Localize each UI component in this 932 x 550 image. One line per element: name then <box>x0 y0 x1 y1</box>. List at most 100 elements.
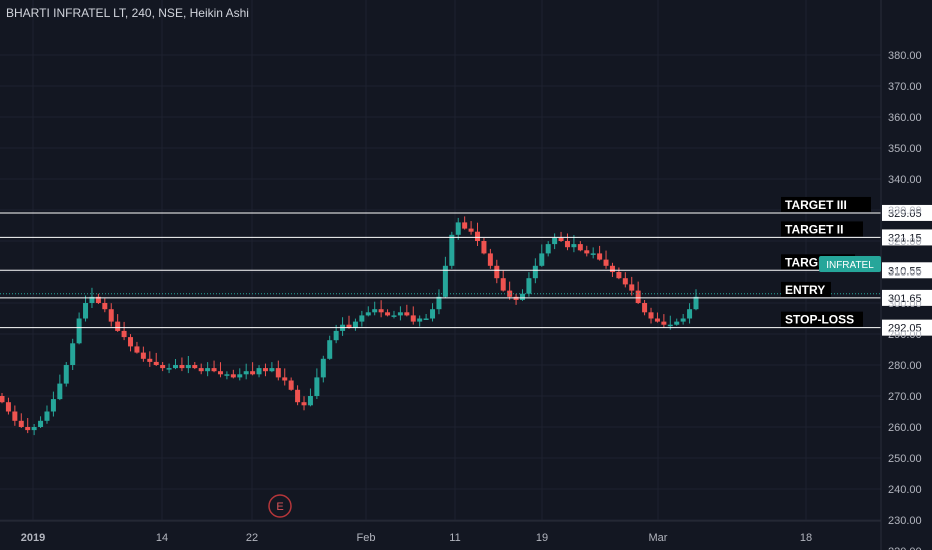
candle-body <box>475 231 481 241</box>
candle-body <box>352 321 358 328</box>
candle-body <box>430 309 436 319</box>
candle-body <box>397 312 403 316</box>
candle-body <box>687 309 693 319</box>
price-tick-label: 350.00 <box>888 143 922 155</box>
time-tick-label: 18 <box>800 532 812 544</box>
candle-body <box>307 396 313 406</box>
candle-body <box>404 312 410 316</box>
price-tick-label: 320.00 <box>888 236 922 248</box>
candle-body <box>629 284 635 291</box>
candle-body <box>250 371 256 375</box>
time-tick-label: Feb <box>357 532 376 544</box>
candle-body <box>417 318 423 322</box>
candle-body <box>153 361 159 365</box>
candle-body <box>301 402 307 406</box>
candle-body <box>83 303 89 319</box>
candle-body <box>520 293 525 300</box>
candle-body <box>18 420 24 427</box>
candle-body <box>468 228 474 232</box>
grid-lines <box>0 0 881 521</box>
candle-body <box>275 368 281 378</box>
candle-body <box>507 290 513 297</box>
candle-body <box>205 368 211 372</box>
candle-body <box>365 312 371 316</box>
candle-body <box>532 265 538 279</box>
candle-body <box>526 278 532 294</box>
level-price-tag <box>882 204 932 221</box>
candle-body <box>147 358 153 362</box>
price-tick-label: 240.00 <box>888 484 922 496</box>
time-axis[interactable]: 2019 14 22 Feb 11 19 Mar 18 <box>21 532 812 544</box>
candle-body <box>134 346 140 353</box>
candle-body <box>140 352 146 359</box>
time-tick-label: 22 <box>246 532 258 544</box>
candle-body <box>436 296 442 310</box>
earnings-marker[interactable]: E <box>268 494 292 518</box>
candle-body <box>597 253 603 260</box>
candle-body <box>102 303 108 310</box>
candle-body <box>230 374 236 378</box>
level-label: TARGET III <box>785 198 847 212</box>
candle-body <box>642 303 648 313</box>
current-price-marker[interactable]: INFRATEL <box>819 256 881 272</box>
level-price-value: 292.05 <box>888 323 922 335</box>
candle-body <box>262 368 268 372</box>
candle-body <box>243 371 249 375</box>
candlestick-series <box>0 216 881 436</box>
candle-body <box>545 244 551 254</box>
candle-body <box>462 222 468 229</box>
candle-body <box>378 309 384 313</box>
level-price-tag <box>882 319 932 336</box>
candle-body <box>282 377 288 381</box>
level-price-value: 329.05 <box>888 208 922 220</box>
candle-body <box>57 383 63 400</box>
candle-body <box>609 265 615 272</box>
level-price-tag <box>882 289 932 306</box>
price-tick-label: 360.00 <box>888 112 922 124</box>
candle-body <box>160 365 166 369</box>
candle-body <box>359 315 365 322</box>
candle-body <box>63 365 69 384</box>
candle-body <box>603 259 609 266</box>
candle-body <box>31 427 37 431</box>
candle-body <box>584 250 590 254</box>
level-label: ENTRY <box>785 283 825 297</box>
candle-body <box>494 265 500 279</box>
candle-body <box>346 324 352 328</box>
candle-body <box>314 377 320 396</box>
candle-body <box>577 244 583 251</box>
time-tick-label: 2019 <box>21 532 45 544</box>
level-label-bg <box>781 281 831 297</box>
candle-body <box>616 272 622 279</box>
candle-body <box>70 343 76 365</box>
candle-body <box>410 315 416 322</box>
level-price-tag <box>882 262 932 279</box>
price-tick-label: 370.00 <box>888 81 922 93</box>
price-tick-label: 310.00 <box>888 267 922 279</box>
time-tick-label: 14 <box>156 532 168 544</box>
candle-body <box>423 318 429 320</box>
time-tick-label: 11 <box>449 532 460 544</box>
price-tick-label: 300.00 <box>888 298 922 310</box>
candle-body <box>635 290 641 303</box>
price-tick-label: 280.00 <box>888 360 922 372</box>
candle-body <box>173 365 178 369</box>
candle-body <box>654 318 660 322</box>
price-tick-label: 230.00 <box>888 515 922 527</box>
price-tick-label: 340.00 <box>888 174 922 186</box>
candle-body <box>108 309 114 322</box>
candle-body <box>185 365 191 369</box>
candle-body <box>693 296 699 310</box>
candle-body <box>333 330 339 341</box>
candle-body <box>50 399 56 412</box>
candle-body <box>198 368 204 372</box>
chart-title: BHARTI INFRATEL LT, 240, NSE, Heikin Ash… <box>6 6 249 20</box>
candle-body <box>38 420 44 427</box>
candle-body <box>95 296 101 303</box>
candle-body <box>295 389 301 403</box>
level-price-tag <box>882 229 932 246</box>
candle-body <box>115 321 121 331</box>
price-axis[interactable]: 380.00 370.00 360.00 350.00 340.00 330.00 320.… <box>888 50 922 550</box>
